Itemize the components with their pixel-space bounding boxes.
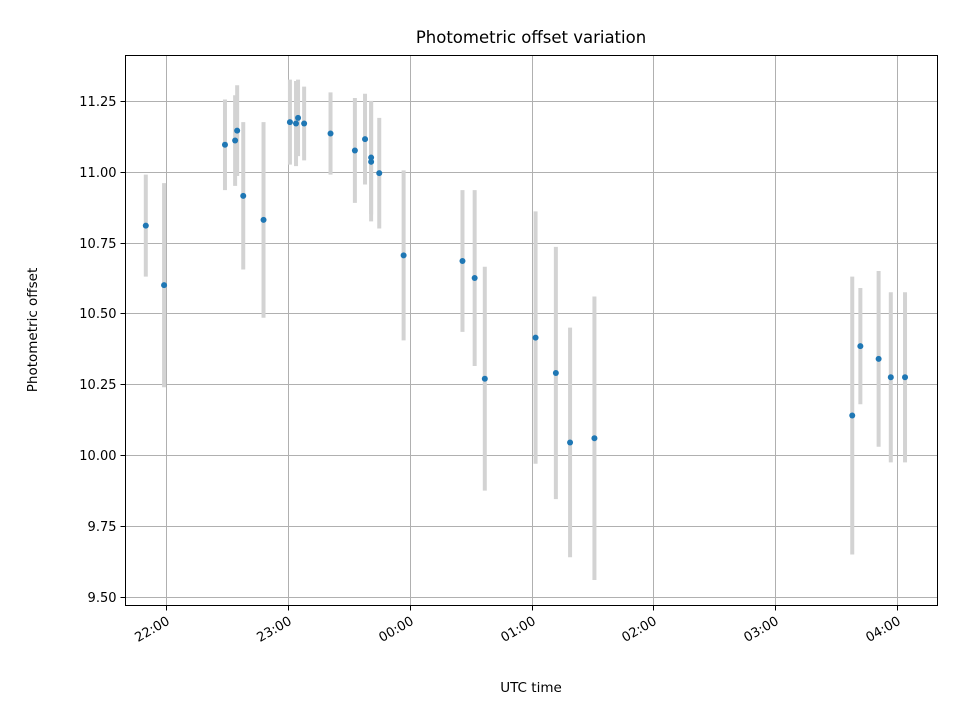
x-axis-label: UTC time	[500, 680, 562, 696]
data-point	[240, 192, 247, 199]
data-point	[232, 137, 239, 144]
data-point	[142, 222, 149, 229]
y-tick-label: 11.25	[79, 95, 116, 110]
data-point	[875, 355, 882, 362]
data-point	[295, 114, 302, 121]
data-point	[459, 258, 466, 265]
data-point	[161, 282, 168, 289]
y-tick-label: 9.75	[88, 520, 117, 535]
data-point	[567, 439, 574, 446]
plot-frame	[125, 55, 938, 606]
data-point	[351, 147, 358, 154]
data-point	[591, 435, 598, 442]
data-point	[286, 119, 293, 126]
y-axis-ticks: 9.50 9.75 10.00 10.25 10.50 10.75 11.00 11.25	[79, 95, 126, 606]
data-point	[327, 130, 334, 137]
y-tick-label: 9.50	[88, 591, 117, 606]
data-point	[234, 127, 241, 134]
data-point	[532, 334, 539, 341]
y-axis-label: Photometric offset	[25, 268, 41, 392]
data-point	[857, 343, 864, 350]
data-point	[481, 375, 488, 382]
data-point	[362, 136, 369, 143]
y-tick-label: 10.00	[79, 449, 116, 464]
data-point	[293, 120, 300, 127]
grid-lines	[125, 55, 938, 606]
y-tick-label: 11.00	[79, 166, 116, 181]
data-point	[887, 374, 894, 381]
data-point	[260, 216, 267, 223]
y-tick-label: 10.75	[79, 237, 116, 252]
data-point	[552, 370, 559, 377]
y-tick-label: 10.25	[79, 378, 116, 393]
data-point	[902, 374, 909, 381]
data-point	[849, 412, 856, 419]
chart-title: Photometric offset variation	[416, 28, 646, 47]
data-point	[301, 120, 308, 127]
data-points	[142, 114, 909, 446]
data-point	[471, 275, 478, 282]
data-point	[368, 158, 375, 165]
data-point	[376, 170, 383, 177]
y-tick-label: 10.50	[79, 307, 116, 322]
data-point	[400, 252, 407, 259]
data-point	[368, 154, 375, 161]
data-point	[221, 141, 228, 148]
